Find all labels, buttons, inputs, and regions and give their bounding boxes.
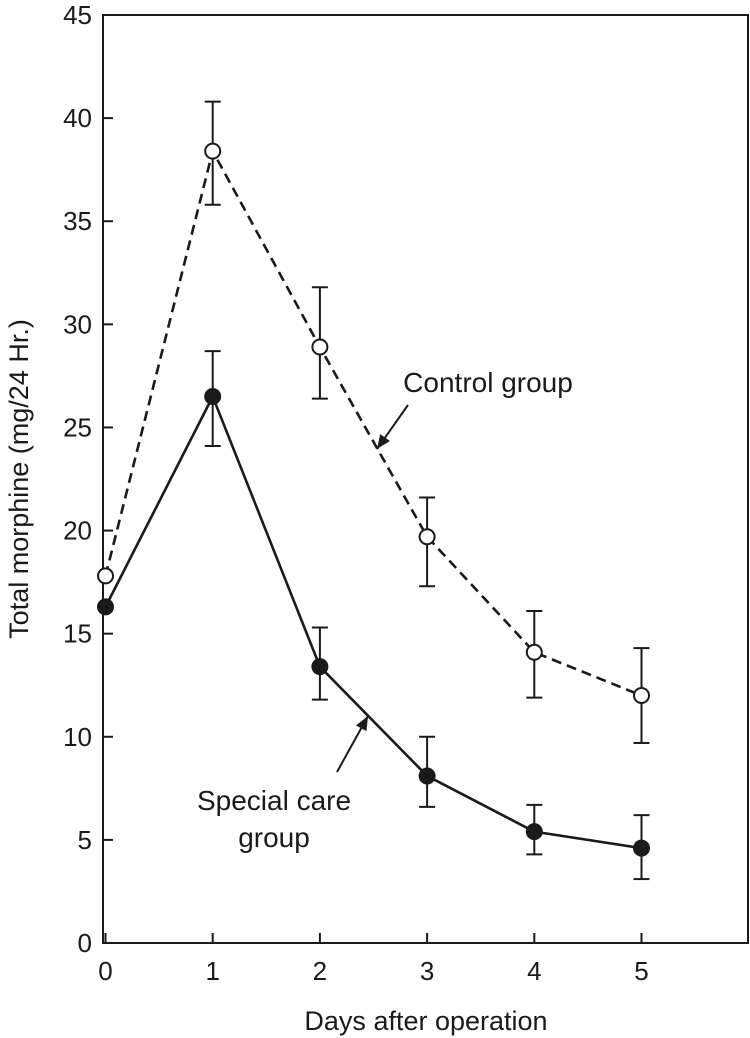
data-point — [97, 598, 114, 616]
annotations: Control group Special care group — [197, 367, 573, 853]
x-tick-label: 4 — [527, 956, 541, 986]
x-tick-label: 0 — [98, 956, 112, 986]
x-tick-label: 2 — [313, 956, 327, 986]
data-point — [525, 823, 543, 841]
annotation-arrowhead — [377, 434, 390, 449]
x-tick-label: 3 — [420, 956, 434, 986]
y-tick-label: 10 — [63, 722, 92, 752]
plot-frame — [102, 14, 749, 944]
control-group-line — [104, 147, 642, 697]
y-tick-label: 45 — [63, 0, 92, 30]
y-tick-label: 25 — [63, 412, 92, 442]
data-point — [204, 142, 222, 160]
y-axis: 0 5 10 15 20 25 30 35 40 45 — [63, 0, 113, 958]
y-tick-label: 35 — [63, 206, 92, 236]
annotation-arrowhead — [355, 716, 368, 732]
y-tick-label: 30 — [63, 309, 92, 339]
special-care-group-series — [97, 350, 650, 881]
y-tick-label: 20 — [63, 516, 92, 546]
data-point — [418, 767, 436, 785]
y-tick-label: 0 — [78, 928, 92, 958]
annotation-label: Control group — [403, 367, 573, 398]
x-axis: 0 1 2 3 4 5 — [98, 933, 649, 986]
y-tick-label: 15 — [63, 619, 92, 649]
data-point — [97, 567, 114, 585]
data-point — [311, 338, 329, 356]
x-axis-title: Days after operation — [304, 1006, 547, 1036]
data-point — [204, 388, 222, 406]
annotation-label: group — [238, 822, 310, 853]
y-axis-title: Total morphine (mg/24 Hr.) — [4, 319, 34, 639]
x-tick-label: 1 — [205, 956, 219, 986]
annotation-label: Special care — [197, 785, 351, 816]
data-point — [311, 658, 329, 676]
y-tick-label: 40 — [63, 103, 92, 133]
control-group-series — [97, 100, 650, 744]
special-care-group-line — [104, 393, 642, 850]
plot-area — [97, 100, 650, 881]
data-point — [633, 687, 650, 705]
data-point — [525, 643, 543, 661]
y-tick-label: 5 — [78, 825, 92, 855]
annotation-control-group: Control group — [376, 367, 573, 450]
x-tick-label: 5 — [634, 956, 648, 986]
annotation-special-care-group: Special care group — [197, 715, 369, 853]
data-point — [418, 528, 436, 546]
data-point — [633, 839, 650, 857]
